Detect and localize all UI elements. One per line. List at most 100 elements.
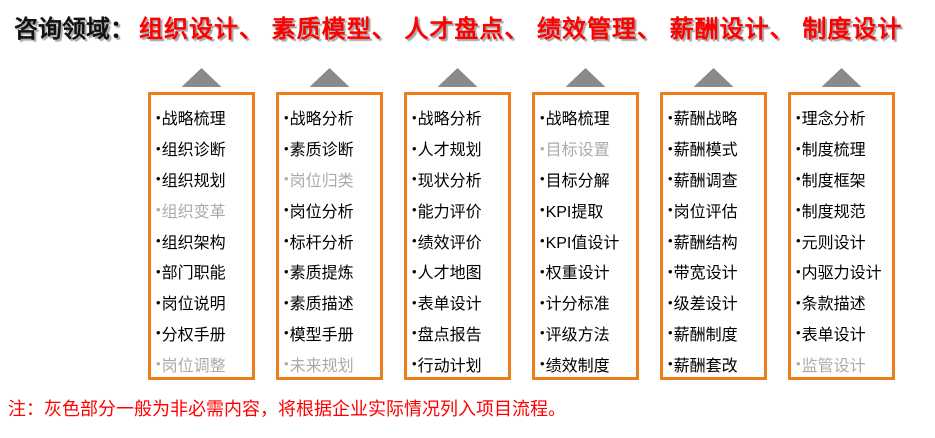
list-item: • 素质诊断	[284, 133, 378, 164]
list-item-label: 岗位调整	[161, 357, 226, 375]
list-item: • 人才规划	[412, 133, 506, 164]
bullet-icon: •	[796, 233, 801, 249]
list-item-label: 表单设计	[801, 326, 866, 344]
bullet-icon: •	[796, 171, 801, 187]
bullet-icon: •	[668, 325, 673, 341]
bullet-icon: •	[796, 294, 801, 310]
bullet-icon: •	[412, 109, 417, 125]
list-item-label: 岗位归类	[289, 172, 354, 190]
list-item: • 表单设计	[412, 287, 506, 318]
list-item-label: 组织规划	[161, 172, 226, 190]
column-4: • 战略梳理 • 目标设置 • 目标分解 • KPI提取 • KPI值设计 • 权重设计 • 计分标准 • 评…	[532, 68, 639, 380]
bullet-icon: •	[284, 109, 289, 125]
list-item-label: 绩效评价	[417, 234, 482, 252]
list-item-label: 目标设置	[545, 142, 610, 160]
bullet-icon: •	[156, 109, 161, 125]
list-item: • 未来规划	[284, 348, 378, 379]
list-item: • 战略分析	[284, 102, 378, 133]
list-item: • 岗位说明	[156, 287, 250, 318]
bullet-icon: •	[540, 356, 545, 372]
list-item-label: 薪酬战略	[673, 111, 738, 129]
column-box-6: • 理念分析 • 制度梳理 • 制度框架 • 制度规范 • 元则设计 • 内驱力设计 • 条款描述 • 表单设…	[788, 92, 895, 380]
list-item-label: 战略梳理	[161, 111, 226, 129]
bullet-icon: •	[156, 140, 161, 156]
bullet-icon: •	[540, 171, 545, 187]
list-item-label: 组织架构	[161, 234, 226, 252]
list-item-label: 理念分析	[801, 111, 866, 129]
list-item-label: 战略分析	[417, 111, 482, 129]
list-item-label: 人才地图	[417, 265, 482, 283]
list-item-label: 薪酬模式	[673, 142, 738, 160]
column-box-2: • 战略分析 • 素质诊断 • 岗位归类 • 岗位分析 • 标杆分析 • 素质提炼 • 素质描述 • 模型手册…	[276, 92, 383, 380]
list-item: • 制度框架	[796, 164, 890, 195]
list-item-label: 组织变革	[161, 203, 226, 221]
bullet-icon: •	[284, 356, 289, 372]
bullet-icon: •	[412, 356, 417, 372]
list-item: • 级差设计	[668, 287, 762, 318]
bullet-icon: •	[668, 233, 673, 249]
list-item-label: 元则设计	[801, 234, 866, 252]
list-item-label: 制度框架	[801, 172, 866, 190]
bullet-icon: •	[796, 140, 801, 156]
bullet-icon: •	[284, 294, 289, 310]
footnote: 注：灰色部分一般为非必需内容，将根据企业实际情况列入项目流程。	[8, 399, 566, 419]
bullet-icon: •	[668, 171, 673, 187]
list-item: • 组织诊断	[156, 133, 250, 164]
list-item-label: 战略分析	[289, 111, 354, 129]
list-item-label: 素质诊断	[289, 142, 354, 160]
list-item-label: 绩效制度	[545, 357, 610, 375]
bullet-icon: •	[796, 109, 801, 125]
bullet-icon: •	[412, 171, 417, 187]
list-item: • 岗位归类	[284, 164, 378, 195]
list-item: • KPI值设计	[540, 225, 634, 256]
page-title: 咨询领域： 组织设计、 素质模型、 人才盘点、 绩效管理、 薪酬设计、 制度设计	[14, 14, 902, 46]
list-item-label: 带宽设计	[673, 265, 738, 283]
list-item: • 岗位调整	[156, 348, 250, 379]
list-item: • 目标设置	[540, 133, 634, 164]
column-6: • 理念分析 • 制度梳理 • 制度框架 • 制度规范 • 元则设计 • 内驱力设计 • 条款描述 • 表单设…	[788, 68, 895, 380]
list-item: • 绩效评价	[412, 225, 506, 256]
up-arrow-icon	[821, 68, 862, 87]
bullet-icon: •	[540, 294, 545, 310]
list-item-label: 监管设计	[801, 357, 866, 375]
list-item: • 薪酬套改	[668, 348, 762, 379]
up-arrow-icon	[181, 68, 222, 87]
bullet-icon: •	[796, 263, 801, 279]
list-item: • 行动计划	[412, 348, 506, 379]
bullet-icon: •	[284, 202, 289, 218]
bullet-icon: •	[540, 109, 545, 125]
list-item: • 元则设计	[796, 225, 890, 256]
list-item: • 组织规划	[156, 164, 250, 195]
list-item-label: 条款描述	[801, 296, 866, 314]
list-item: • 素质提炼	[284, 256, 378, 287]
list-item: • 战略分析	[412, 102, 506, 133]
list-item: • 现状分析	[412, 164, 506, 195]
list-item: • 薪酬调查	[668, 164, 762, 195]
bullet-icon: •	[156, 263, 161, 279]
bullet-icon: •	[156, 325, 161, 341]
list-item-label: 组织诊断	[161, 142, 226, 160]
bullet-icon: •	[156, 171, 161, 187]
list-item: • 战略梳理	[540, 102, 634, 133]
list-item: • 标杆分析	[284, 225, 378, 256]
list-item: • 薪酬战略	[668, 102, 762, 133]
list-item: • 岗位分析	[284, 194, 378, 225]
list-item: • 薪酬模式	[668, 133, 762, 164]
bullet-icon: •	[156, 233, 161, 249]
columns-row: • 战略梳理 • 组织诊断 • 组织规划 • 组织变革 • 组织架构 • 部门职能 • 岗位说明 • 分权手册…	[148, 68, 895, 380]
column-1: • 战略梳理 • 组织诊断 • 组织规划 • 组织变革 • 组织架构 • 部门职能 • 岗位说明 • 分权手册…	[148, 68, 255, 380]
bullet-icon: •	[540, 263, 545, 279]
list-item-label: 薪酬调查	[673, 172, 738, 190]
list-item-label: 制度规范	[801, 203, 866, 221]
list-item: • 计分标准	[540, 287, 634, 318]
list-item-label: KPI值设计	[545, 234, 620, 252]
list-item: • 监管设计	[796, 348, 890, 379]
bullet-icon: •	[412, 325, 417, 341]
list-item-label: 岗位分析	[289, 203, 354, 221]
column-3: • 战略分析 • 人才规划 • 现状分析 • 能力评价 • 绩效评价 • 人才地图 • 表单设计 • 盘点报告…	[404, 68, 511, 380]
list-item: • 战略梳理	[156, 102, 250, 133]
list-item: • 评级方法	[540, 318, 634, 349]
title-label: 咨询领域：	[14, 16, 134, 43]
bullet-icon: •	[796, 325, 801, 341]
column-box-3: • 战略分析 • 人才规划 • 现状分析 • 能力评价 • 绩效评价 • 人才地图 • 表单设计 • 盘点报告…	[404, 92, 511, 380]
